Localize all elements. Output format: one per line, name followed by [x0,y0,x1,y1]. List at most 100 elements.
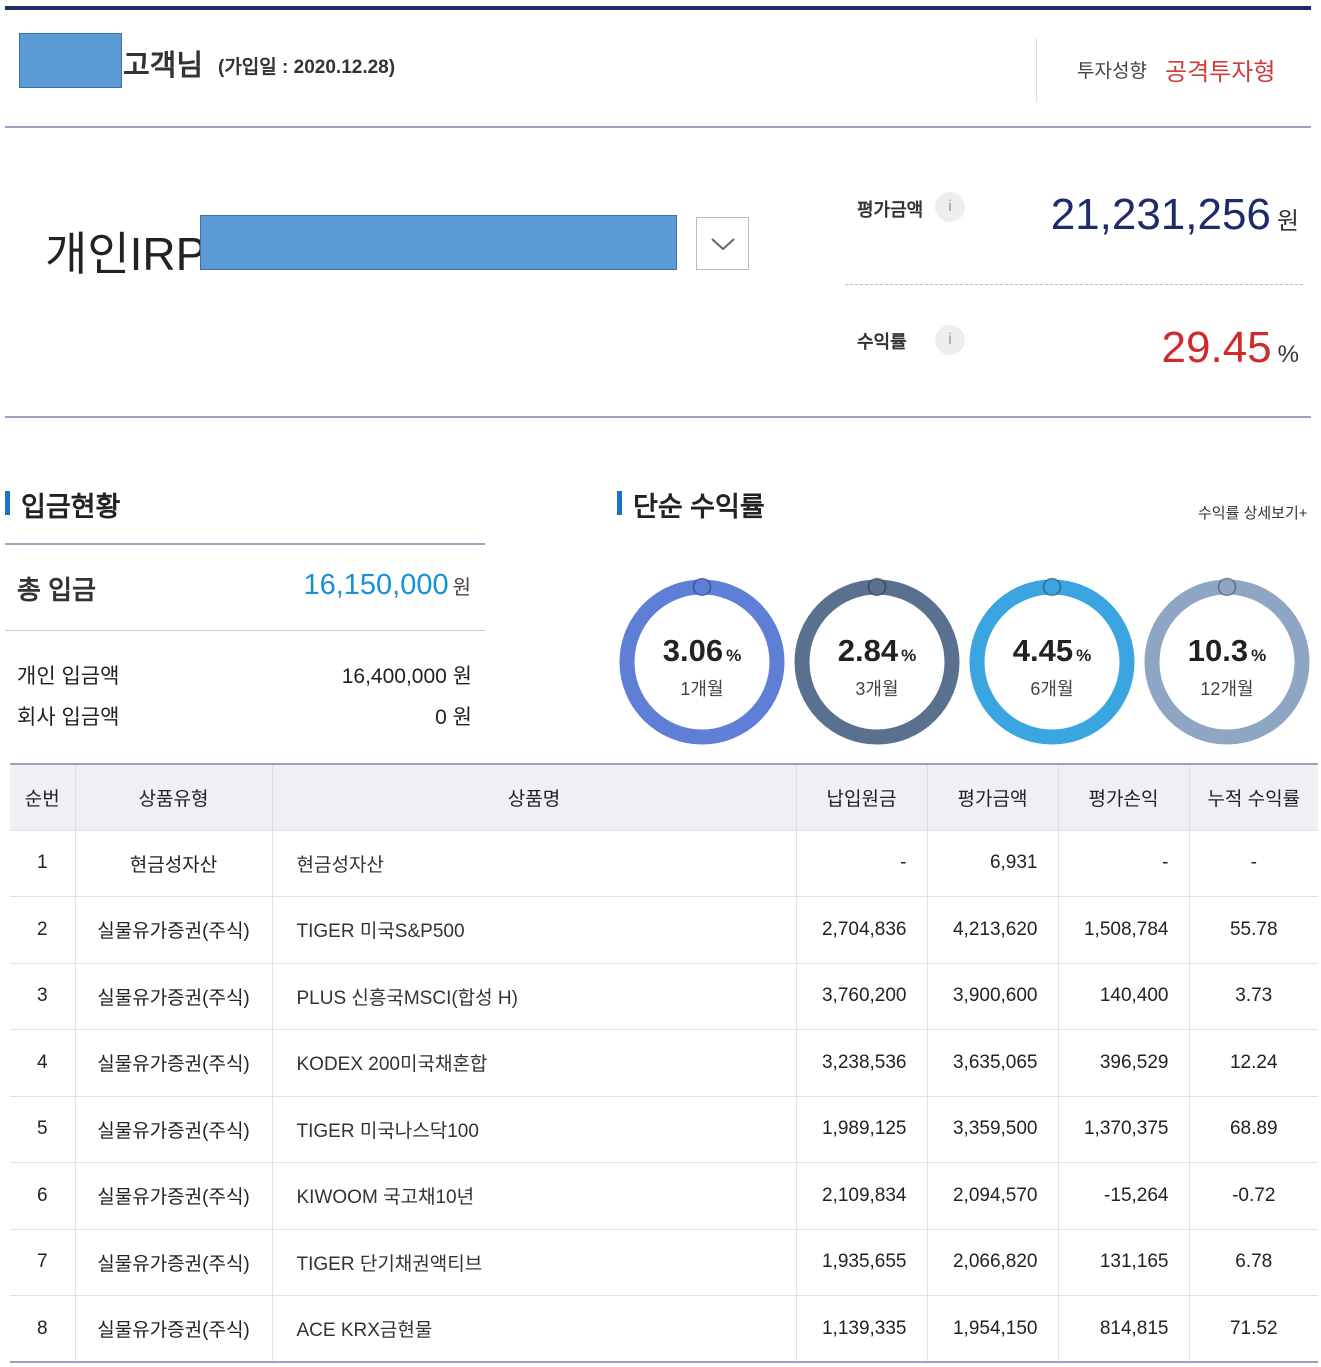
cumulative-return: 6.78 [1188,1228,1318,1296]
ring-value-number: 3.06 [662,633,724,668]
valuation: 2,094,570 [926,1162,1058,1229]
header-divider [1036,38,1037,102]
ring-value-unit: % [1251,646,1267,665]
col-header-product-name: 상품명 [271,764,796,830]
profit-loss: - [1057,829,1189,897]
info-icon[interactable]: i [935,192,965,222]
principal: - [795,829,927,897]
product-type: 실물유가증권(주식) [74,962,272,1030]
product-type: 실물유가증권(주식) [74,1295,272,1363]
ring-label: 3.06% 1개월 [617,633,787,701]
investment-profile-value: 공격투자형 [1165,59,1276,86]
ring-graphic [969,577,1135,745]
principal: 1,139,335 [795,1295,927,1363]
personal-deposit-value: 16,400,000 원 [341,665,472,688]
ring-label: 4.45% 6개월 [967,633,1137,701]
return-rate: 29.45% [1162,323,1299,373]
ring-value-number: 2.84 [837,633,899,668]
valuation: 4,213,620 [926,896,1058,963]
return-rate-unit: % [1277,341,1299,368]
product-type: 실물유가증권(주식) [74,1029,272,1096]
return-ring: 3.06% 1개월 [617,577,787,747]
account-number-redacted [200,215,677,270]
ring-start-marker [1217,577,1237,597]
valuation-value: 21,231,256 [1050,190,1271,239]
col-header-profit-loss: 평가손익 [1057,764,1189,830]
ring-return-value: 4.45% [967,633,1137,669]
row-number: 5 [10,1095,75,1163]
product-name: 현금성자산 [271,829,796,897]
account-select-dropdown[interactable] [696,217,749,270]
valuation: 3,359,500 [926,1095,1058,1163]
principal: 3,238,536 [795,1029,927,1096]
ring-return-value: 10.3% [1142,633,1312,669]
company-deposit-row: 회사 입금액 0 원 [17,701,472,731]
valuation: 6,931 [926,829,1058,897]
cumulative-return: -0.72 [1188,1162,1318,1229]
ring-graphic [794,577,960,745]
table-row: 4 실물유가증권(주식) KODEX 200미국채혼합 3,238,536 3,635,… [10,1029,1318,1096]
ring-period: 1개월 [680,679,724,699]
holdings-table: 순번 상품유형 상품명 납입원금 평가금액 평가손익 누적 수익률 1 현금성자산… [10,763,1318,1363]
return-detail-link[interactable]: 수익률 상세보기+ [1198,505,1308,522]
cumulative-return: - [1188,829,1318,897]
return-ring: 2.84% 3개월 [792,577,962,747]
cumulative-return: 12.24 [1188,1029,1318,1096]
total-deposit-amount: 16,150,000 원 [303,569,471,602]
ring-graphic [1144,577,1310,745]
personal-deposit-label: 개인 입금액 [17,665,120,688]
principal: 2,704,836 [795,896,927,963]
personal-deposit-row: 개인 입금액 16,400,000 원 [17,660,472,690]
account-summary: 개인IRP 평가금액 i 21,231,256 원 수익률 i 29.45% [5,128,1311,418]
return-rate-label: 수익률 [857,332,907,352]
valuation: 3,635,065 [926,1029,1058,1096]
cumulative-return: 3.73 [1188,962,1318,1030]
product-name: KIWOOM 국고채10년 [271,1162,796,1229]
principal: 2,109,834 [795,1162,927,1229]
account-name: 개인IRP [45,228,207,280]
ring-start-marker [867,577,887,597]
col-header-valuation: 평가금액 [926,764,1058,830]
ring-value-unit: % [901,646,917,665]
cumulative-return: 71.52 [1188,1295,1318,1363]
deposit-total: 총 입금 16,150,000 원 [5,543,485,631]
ring-start-marker [1042,577,1062,597]
company-deposit-value: 0 원 [435,706,472,729]
product-type: 현금성자산 [74,829,272,897]
chevron-down-icon [710,237,735,250]
total-deposit-value: 16,150,000 [303,569,449,601]
info-icon[interactable]: i [935,325,965,355]
profit-loss: -15,264 [1057,1162,1189,1229]
ring-period: 3개월 [855,679,899,699]
product-name: TIGER 단기채권액티브 [271,1228,796,1296]
product-name: PLUS 신흥국MSCI(합성 H) [271,962,796,1030]
ring-value-number: 4.45 [1012,633,1074,668]
top-rule [5,6,1311,10]
table-row: 1 현금성자산 현금성자산 -6,931- - [10,829,1318,897]
customer-name-redacted [19,33,122,88]
product-type: 실물유가증권(주식) [74,1162,272,1229]
deposit-summary: 총 입금 16,150,000 원 개인 입금액 16,400,000 원 회사 … [5,543,485,729]
cumulative-return: 55.78 [1188,896,1318,963]
table-header-row: 순번 상품유형 상품명 납입원금 평가금액 평가손익 누적 수익률 [10,764,1318,830]
valuation-unit: 원 [1276,208,1299,235]
return-rate-value: 29.45 [1161,323,1272,372]
table-row: 8 실물유가증권(주식) ACE KRX금현물 1,139,335 1,954,150 8… [10,1295,1318,1363]
col-header-principal: 납입원금 [795,764,927,830]
profit-loss: 140,400 [1057,962,1189,1030]
col-header-cumulative-return: 누적 수익률 [1188,764,1318,830]
table-row: 7 실물유가증권(주식) TIGER 단기채권액티브 1,935,655 2,066,8… [10,1228,1318,1296]
ring-label: 2.84% 3개월 [792,633,962,701]
valuation-amount: 21,231,256 원 [1051,190,1299,240]
ring-value-unit: % [1076,646,1092,665]
investment-profile-label: 투자성향 [1077,61,1147,82]
profit-loss: 814,815 [1057,1295,1189,1363]
col-header-product-type: 상품유형 [74,764,272,830]
greeting: 고객님 [123,50,204,82]
table-row: 3 실물유가증권(주식) PLUS 신흥국MSCI(합성 H) 3,760,200 3,… [10,962,1318,1030]
principal: 1,989,125 [795,1095,927,1163]
row-number: 8 [10,1295,75,1363]
cumulative-return: 68.89 [1188,1095,1318,1163]
total-deposit-unit: 원 [452,577,471,599]
row-number: 4 [10,1029,75,1096]
